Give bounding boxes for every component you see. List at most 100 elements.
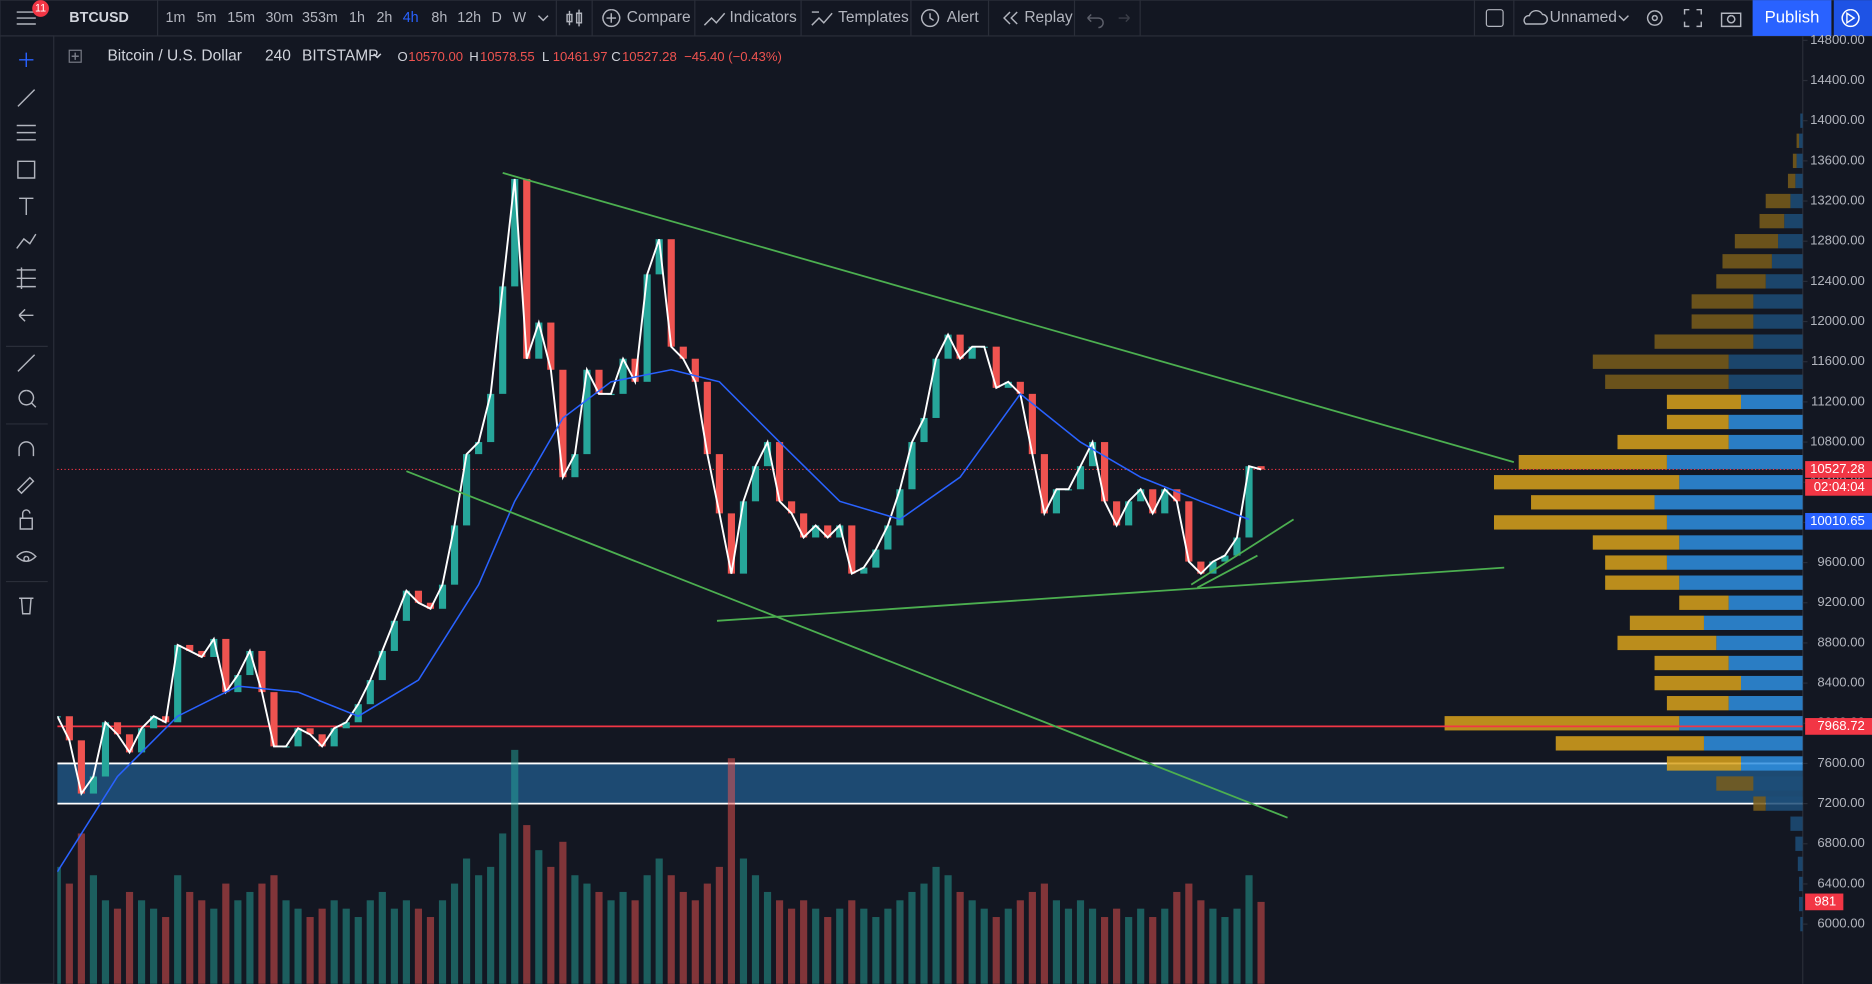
volume-bar	[763, 891, 772, 984]
layout-button[interactable]	[1485, 9, 1504, 27]
button-icon[interactable]	[811, 11, 833, 26]
symbol-search[interactable]: BTCUSD	[69, 10, 129, 26]
interval-button[interactable]: 15m	[227, 10, 255, 26]
candle	[125, 734, 134, 753]
button-icon[interactable]	[602, 8, 621, 28]
chart-style-button[interactable]	[566, 9, 583, 27]
drawing-tool[interactable]	[18, 308, 34, 322]
volume-bar	[77, 833, 85, 984]
fullscreen-button[interactable]	[1683, 8, 1702, 28]
candle	[1245, 466, 1253, 538]
toolbar-button[interactable]: Compare	[627, 9, 691, 26]
legend-dropdown[interactable]	[373, 53, 382, 59]
volume-bar	[222, 883, 230, 984]
profile-up-bar	[1741, 675, 1803, 691]
drawing-tool[interactable]	[19, 52, 34, 67]
redo-button[interactable]	[1118, 13, 1130, 23]
interval-button[interactable]: 1m	[166, 10, 186, 26]
volume-bar	[643, 875, 651, 984]
volume-bar	[860, 908, 868, 984]
interval-button[interactable]: 12h	[457, 10, 481, 26]
candle	[137, 728, 146, 753]
collapse-legend[interactable]	[68, 49, 82, 63]
candle	[884, 525, 892, 550]
drawing-tool[interactable]	[17, 354, 36, 372]
interval-button[interactable]: 353m	[302, 10, 338, 26]
profile-up-bar	[1716, 635, 1803, 651]
candle	[1197, 561, 1205, 574]
button-icon[interactable]	[1003, 11, 1018, 25]
settings-button[interactable]	[1646, 10, 1663, 26]
interval-button[interactable]: D	[491, 10, 501, 26]
drawing-tool[interactable]	[17, 89, 36, 107]
undo-button[interactable]	[1087, 13, 1104, 29]
play-button[interactable]	[1841, 8, 1860, 28]
interval-button[interactable]: 30m	[265, 10, 293, 26]
volume-bar	[1040, 883, 1048, 984]
button-icon[interactable]	[921, 8, 940, 28]
interval-button[interactable]: W	[513, 10, 527, 26]
volume-bar	[366, 900, 374, 984]
volume-bar	[463, 858, 471, 984]
menu-button[interactable]	[16, 11, 36, 25]
candle	[113, 722, 122, 735]
profile-down-bar	[1605, 374, 1729, 389]
profile-down-bar	[1716, 274, 1766, 289]
y-tick-label: 6400.00	[1817, 875, 1864, 890]
drawing-tool[interactable]	[16, 476, 35, 495]
candle	[1016, 381, 1024, 394]
candle	[318, 734, 326, 747]
volume-bar	[137, 900, 146, 984]
candle	[499, 286, 507, 394]
volume-bar	[101, 900, 110, 984]
y-tick-label: 14800.00	[1810, 32, 1865, 47]
candle	[1113, 501, 1121, 526]
drawing-tool[interactable]	[18, 389, 37, 408]
drawing-tool[interactable]	[19, 597, 34, 615]
y-tick-label: 13200.00	[1810, 193, 1865, 208]
candle	[788, 501, 796, 514]
publish-button[interactable]	[1752, 0, 1832, 36]
volume-bar	[1064, 908, 1073, 984]
collapse-plus[interactable]	[71, 52, 79, 60]
interval-button[interactable]: 1h	[349, 10, 365, 26]
interval-button[interactable]: 8h	[431, 10, 447, 26]
interval-button[interactable]: 5m	[197, 10, 217, 26]
drawing-tool[interactable]	[16, 124, 36, 141]
cloud-icon[interactable]	[1523, 9, 1548, 25]
volume-bar	[992, 917, 1000, 984]
drawing-tool[interactable]	[16, 550, 37, 562]
profile-up-bar	[1666, 454, 1803, 470]
snapshot-button[interactable]	[1720, 12, 1742, 28]
layout-dropdown[interactable]	[1618, 15, 1629, 22]
toolbar-button[interactable]: Indicators	[729, 9, 797, 26]
drawing-tool[interactable]	[17, 160, 36, 179]
profile-down-bar	[1617, 635, 1717, 651]
trendline	[1190, 518, 1295, 586]
candle	[763, 442, 772, 467]
drawing-tool[interactable]	[18, 441, 35, 457]
interval-dropdown[interactable]	[537, 15, 549, 22]
button-icon[interactable]	[703, 12, 726, 26]
volume-bar	[1137, 908, 1145, 984]
toolbar-button[interactable]: Templates	[838, 9, 909, 26]
candle	[475, 442, 483, 455]
interval-button[interactable]: 4h	[403, 10, 419, 26]
volume-bar	[402, 900, 410, 984]
trendline	[716, 566, 1505, 622]
drawing-tool[interactable]	[16, 267, 36, 290]
drawing-tool[interactable]	[19, 197, 34, 216]
interval-button[interactable]: 2h	[376, 10, 392, 26]
drawing-tool[interactable]	[16, 233, 37, 249]
drawing-tool[interactable]	[19, 509, 33, 530]
ohlc-key: L	[542, 49, 549, 64]
volume-bar	[282, 900, 290, 984]
candle	[932, 358, 940, 418]
volume-bar	[1257, 901, 1265, 984]
candle	[354, 704, 362, 723]
layout-name[interactable]: Unnamed	[1550, 9, 1617, 26]
profile-down-bar	[1629, 615, 1704, 631]
toolbar-button[interactable]: Alert	[947, 9, 980, 26]
price-label-bg	[1805, 512, 1872, 530]
toolbar-button[interactable]: Replay	[1024, 9, 1073, 26]
